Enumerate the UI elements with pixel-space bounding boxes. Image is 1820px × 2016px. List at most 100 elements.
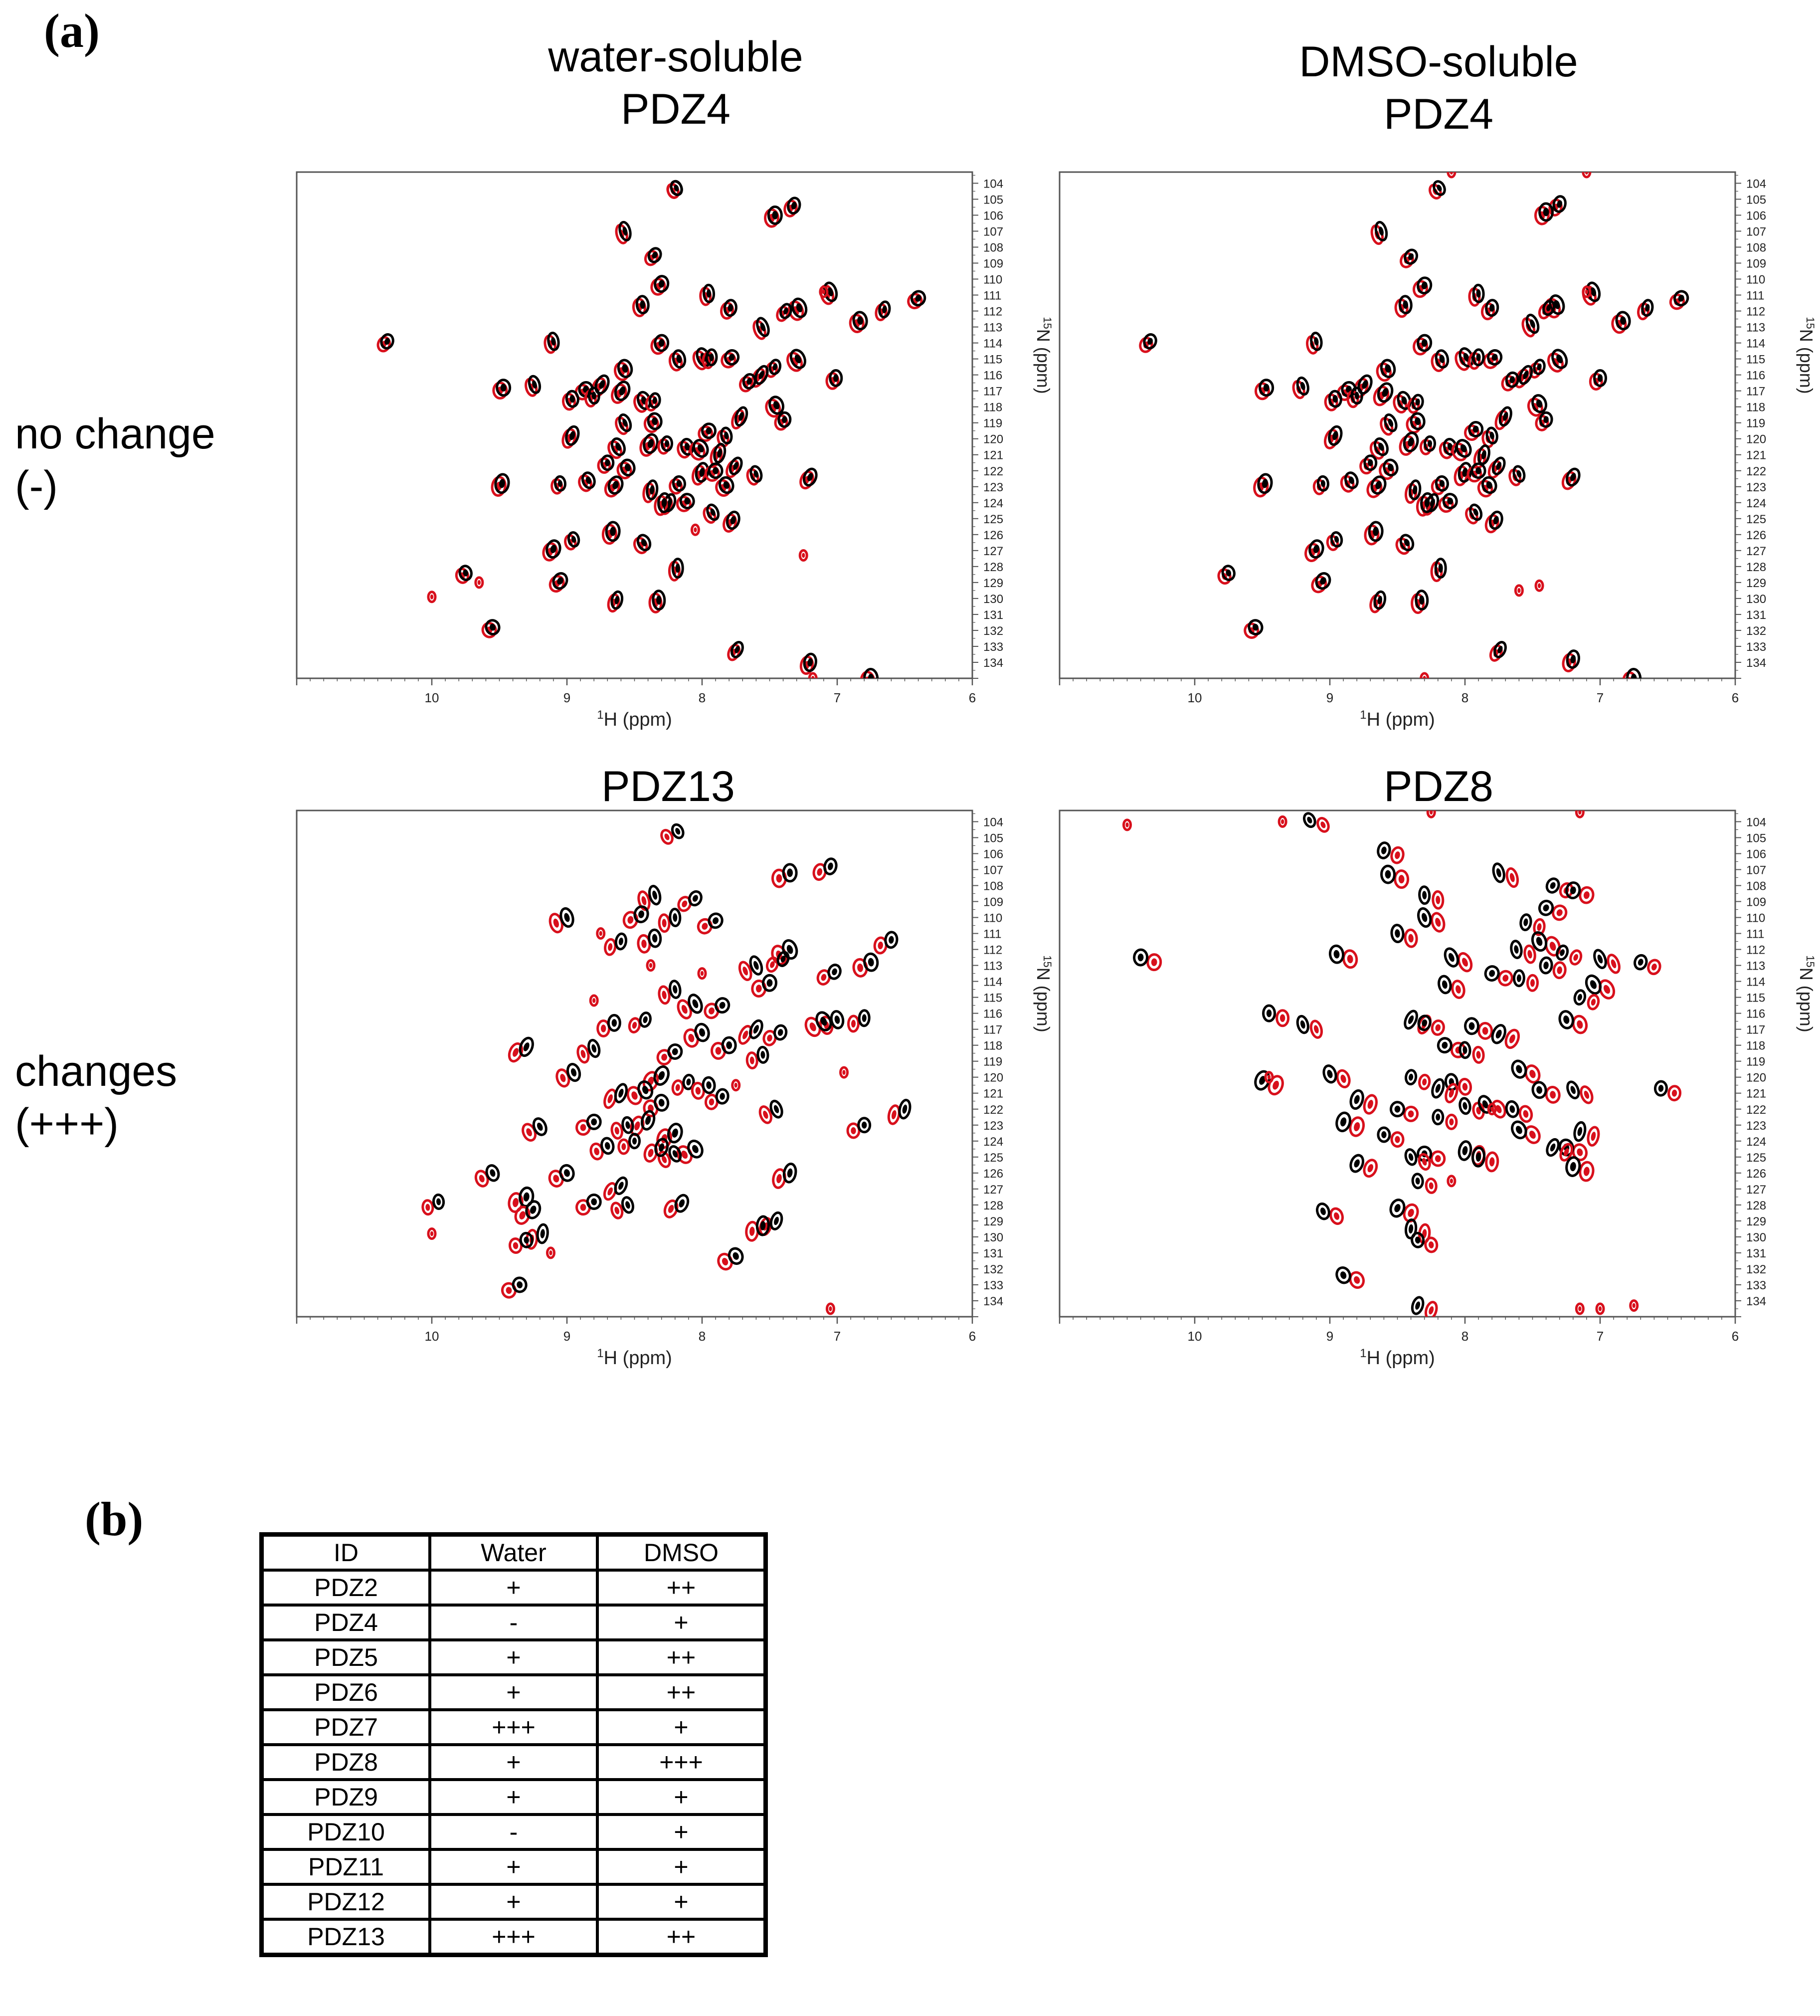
peak-reference: [1404, 1148, 1418, 1166]
peak-reference: [884, 931, 899, 949]
peak-reference: [1546, 1138, 1560, 1157]
header-dmso: DMSO: [596, 1533, 767, 1572]
x-axis-label: 1H (ppm): [597, 708, 672, 730]
peak-reference: [791, 297, 808, 318]
peak-reference: [721, 1036, 737, 1054]
peak-reference: [1464, 1017, 1480, 1035]
peak-compound-only: [798, 549, 808, 562]
y-tick-label: 121: [983, 449, 1003, 462]
peak-reference: [730, 641, 744, 658]
peak-reference: [621, 1116, 634, 1134]
y-tick-label: 110: [1746, 912, 1765, 925]
y-tick-label: 132: [1746, 624, 1766, 638]
table-row: PDZ5 + ++: [260, 1638, 767, 1676]
peak-compound: [1545, 936, 1561, 957]
peak-reference: [782, 1163, 797, 1184]
peak-reference: [1468, 421, 1484, 438]
peak-reference: [1389, 1101, 1406, 1118]
peak-compound: [1394, 869, 1410, 889]
header-water: Water: [428, 1533, 599, 1572]
peak-compound: [481, 621, 497, 638]
peak-compound: [715, 479, 731, 497]
peak-reference: [1472, 348, 1485, 367]
peak-reference: [1377, 841, 1391, 859]
peak-compound-only: [1487, 1103, 1497, 1116]
peak-compound: [762, 1029, 777, 1046]
cell-dmso: ++: [596, 1638, 767, 1676]
peak-reference: [536, 1223, 549, 1244]
peak-compound: [610, 1122, 623, 1140]
peak-reference: [1491, 456, 1506, 475]
y-tick-label: 108: [1746, 879, 1766, 893]
peak-reference: [1533, 359, 1546, 375]
x-tick-label: 10: [425, 1329, 439, 1344]
peak-compound: [1363, 1094, 1378, 1115]
peak-reference: [661, 435, 674, 452]
peak-reference: [789, 349, 806, 369]
peak-compound-only: [427, 591, 437, 604]
peak-reference: [1538, 202, 1554, 222]
y-tick-label: 119: [1746, 1055, 1765, 1069]
peak-compound: [1647, 959, 1661, 976]
peak-reference: [639, 1011, 652, 1028]
peak-reference: [1390, 924, 1405, 944]
cell-id: PDZ10: [260, 1813, 431, 1851]
x-axis-label-mass: 1: [1360, 708, 1366, 722]
peak-reference: [1417, 907, 1432, 928]
cell-water: +++: [428, 1918, 599, 1957]
peak-reference: [773, 1024, 788, 1041]
peak-reference: [857, 1117, 872, 1134]
peak-compound: [1403, 1105, 1419, 1122]
peak-compound: [1579, 1161, 1595, 1182]
peak-reference: [653, 1065, 670, 1086]
y-tick-label: 113: [1746, 321, 1765, 335]
peak-reference: [671, 558, 684, 579]
peak-reference: [1368, 521, 1384, 542]
peak-reference: [618, 220, 632, 242]
y-tick-label: 118: [983, 401, 1002, 414]
peak-reference: [1143, 333, 1157, 350]
x-tick-label: 7: [834, 1329, 841, 1344]
peak-reference: [610, 437, 626, 456]
peak-reference: [1433, 180, 1446, 196]
peak-compound: [421, 1199, 434, 1216]
peak-reference: [802, 467, 818, 487]
y-tick-label: 122: [983, 1103, 1003, 1117]
peak-reference: [654, 334, 670, 352]
cell-id: PDZ7: [260, 1708, 431, 1746]
peak-reference: [643, 433, 659, 454]
cell-water: +: [428, 1569, 599, 1607]
peak-compound: [1579, 886, 1595, 904]
peak-compound: [658, 913, 671, 933]
peak-reference: [1377, 1126, 1391, 1143]
cell-dmso: +: [596, 1708, 767, 1746]
y-tick-label: 107: [983, 225, 1003, 238]
peak-reference: [1565, 467, 1581, 487]
peak-reference: [654, 1093, 670, 1112]
peak-reference: [1380, 359, 1396, 379]
x-axis-label: 1H (ppm): [1360, 708, 1435, 730]
peak-reference: [695, 462, 710, 483]
y-tick-label: 123: [983, 1119, 1003, 1133]
y-tick-label: 124: [1746, 497, 1766, 510]
peak-reference: [648, 392, 661, 409]
peak-reference: [1259, 379, 1274, 397]
y-tick-label: 133: [983, 1279, 1003, 1292]
peak-layer: [421, 823, 911, 1315]
y-tick-label: 134: [1746, 1295, 1766, 1308]
y-tick-label: 123: [983, 481, 1003, 494]
y-tick-label: 129: [1746, 577, 1766, 590]
cell-id: PDZ9: [260, 1778, 431, 1816]
peak-reference: [1434, 558, 1447, 579]
peak-reference: [728, 1247, 744, 1265]
peak-compound: [610, 1202, 624, 1219]
peak-reference: [1405, 1069, 1418, 1086]
peak-reference: [1383, 458, 1399, 477]
y-tick-label: 129: [1746, 1215, 1766, 1228]
y-axis-label: 15N (ppm): [1033, 955, 1054, 1032]
peak-reference: [1435, 349, 1450, 369]
y-tick-label: 118: [1746, 401, 1765, 414]
peak-reference: [1505, 1100, 1520, 1118]
cell-id: PDZ4: [260, 1604, 431, 1641]
y-tick-label: 123: [1746, 1119, 1766, 1133]
